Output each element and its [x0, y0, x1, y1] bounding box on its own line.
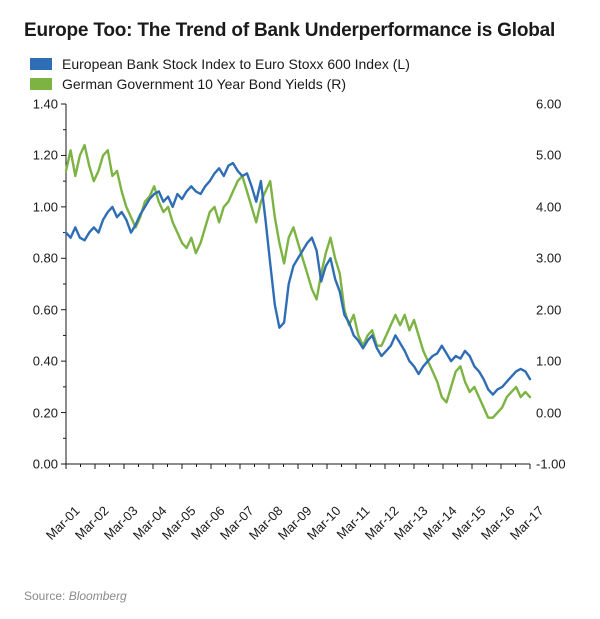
- legend-item-1: European Bank Stock Index to Euro Stoxx …: [24, 56, 576, 72]
- source-label: Source:: [24, 589, 69, 603]
- y-right-tick-label: -1.00: [536, 457, 576, 472]
- y-right-tick-label: 2.00: [536, 302, 576, 317]
- chart-container: Europe Too: The Trend of Bank Underperfo…: [0, 0, 600, 619]
- legend-item-2: German Government 10 Year Bond Yields (R…: [24, 76, 576, 92]
- y-right-tick-label: 0.00: [536, 405, 576, 420]
- y-right-tick-label: 4.00: [536, 199, 576, 214]
- y-left-tick-label: 0.00: [24, 457, 58, 472]
- y-left-tick-label: 0.60: [24, 302, 58, 317]
- y-left-tick-label: 1.40: [24, 97, 58, 112]
- chart-area: 0.00 0.20 0.40 0.60 0.80 1.00 1.20 1.40 -1.00 0.0…: [24, 98, 576, 528]
- y-right-tick-label: 5.00: [536, 148, 576, 163]
- line-chart-svg: [24, 98, 576, 528]
- legend: European Bank Stock Index to Euro Stoxx …: [24, 56, 576, 92]
- source-credit: Source: Bloomberg: [24, 589, 127, 603]
- legend-swatch-2: [30, 78, 52, 90]
- y-right-tick-label: 6.00: [536, 97, 576, 112]
- legend-swatch-1: [30, 58, 52, 70]
- y-right-tick-label: 1.00: [536, 354, 576, 369]
- y-left-tick-label: 0.20: [24, 405, 58, 420]
- legend-label-2: German Government 10 Year Bond Yields (R…: [62, 76, 346, 92]
- y-left-tick-label: 0.40: [24, 354, 58, 369]
- y-left-tick-label: 1.00: [24, 199, 58, 214]
- y-right-tick-label: 3.00: [536, 251, 576, 266]
- legend-label-1: European Bank Stock Index to Euro Stoxx …: [62, 56, 410, 72]
- y-left-tick-label: 0.80: [24, 251, 58, 266]
- source-name: Bloomberg: [69, 589, 127, 603]
- chart-title: Europe Too: The Trend of Bank Underperfo…: [24, 20, 576, 42]
- y-left-tick-label: 1.20: [24, 148, 58, 163]
